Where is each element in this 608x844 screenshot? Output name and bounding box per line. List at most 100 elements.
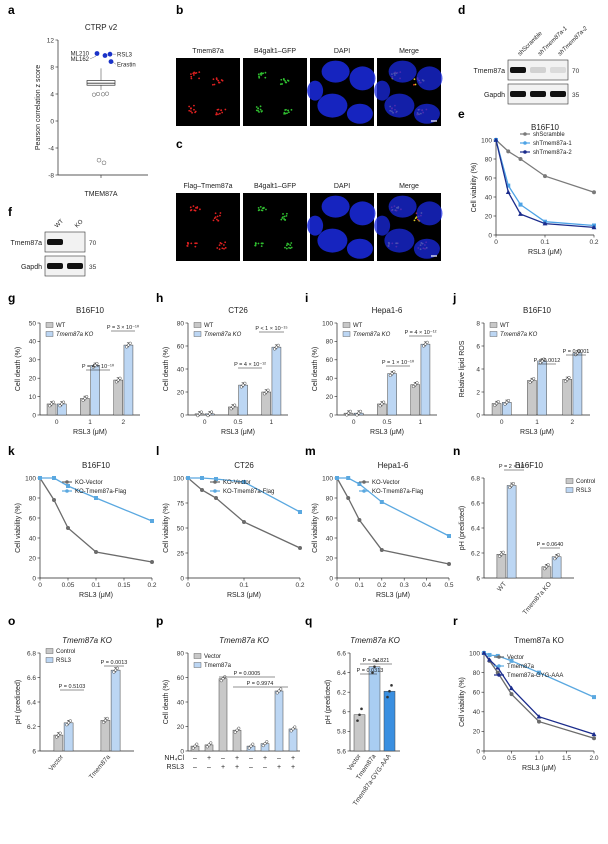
y-tick-label: 60 [485,175,493,182]
y-axis-label: Cell death (%) [312,347,319,391]
nucleus [374,215,391,236]
chart-e: 0 20 40 60 80 100 Cell viability (%) 0 0.1 0.2 RSL… [471,123,599,256]
green-puncta [260,242,263,245]
y-tick-label: 0 [476,412,480,419]
replicate-dot [191,746,195,750]
replicate-dot [498,554,502,558]
y-tick-label: 8 [50,64,54,71]
replicate-dot [390,372,394,376]
y-tick-label: 60 [177,675,185,682]
chart-a: -8 -4 0 4 8 12 Pearson correlation z score CTRP… [35,23,148,198]
x-category-label: 0.5 [382,419,391,426]
legend-swatch [565,487,574,493]
legend-marker [65,489,69,493]
panel-label-p: p [156,614,163,628]
y-tick-label: 20 [326,394,334,401]
data-point [447,534,451,538]
y-tick-label: 80 [177,650,185,657]
channel-header: DAPI [334,183,350,190]
replicate-dot [266,388,270,392]
x-tick-label: 0.2 [377,582,386,589]
y-tick-label: 80 [29,495,37,502]
protein-band [67,263,83,269]
replicate-dot [347,411,351,415]
red-puncta [186,241,189,244]
replicate-dot [198,412,202,416]
replicate-dot [388,373,392,377]
legend-label: KO-Vector [223,480,251,486]
replicate-dot [62,400,66,404]
chart-title: CTRP v2 [85,23,118,32]
legend-label: WT [204,323,214,329]
green-puncta [284,219,287,221]
replicate-dot [495,401,499,406]
replicate-dot [371,671,374,674]
red-puncta [212,219,215,222]
red-puncta [194,209,197,212]
red-puncta [194,72,197,75]
chart-q: 5.6 5.8 6 6.2 6.4 6.6 pH (predicted) Tmem87a KO… [325,636,400,807]
y-tick-label: 40 [485,194,493,201]
p-value-label: P = 0.0005 [234,671,261,677]
replicate-dot [510,483,514,488]
micrograph-panel [243,193,307,261]
red-puncta [218,81,220,84]
x-category-label: 0.5 [233,419,242,426]
replicate-dot [386,695,389,699]
y-axis-label: Cell death (%) [163,680,170,724]
blot-strip [44,231,86,253]
replicate-dot [577,349,581,353]
replicate-dot [207,743,211,747]
y-axis-label: Cell viability (%) [312,503,319,553]
y-axis-label: Cell viability (%) [459,677,466,727]
y-tick-label: 100 [322,475,333,482]
legend-swatch [193,662,202,668]
green-puncta [286,79,289,82]
bar [113,379,123,416]
legend-label: Tmem87a KO [353,332,391,338]
point-label-rsl3: RSL3 [117,52,133,58]
legend-marker [497,673,501,677]
bar [232,729,242,752]
replicate-dot [95,361,99,366]
legend-swatch [489,322,498,328]
panel-label-q: q [305,614,312,628]
replicate-dot [413,383,417,387]
protein-band [47,263,63,269]
bar [274,690,284,752]
legend-swatch [342,331,351,337]
replicate-dot [114,668,118,672]
green-puncta [288,246,290,249]
bar [271,346,282,416]
red-puncta [213,217,216,220]
replicate-dot [118,376,122,380]
legend-swatch [45,648,54,654]
replicate-dot [348,409,352,413]
chart-title: Tmem87a KO [514,636,564,645]
p-value-label: P = 0.0640 [537,542,564,548]
blot-strip [44,255,86,277]
y-tick-label: 100 [25,475,36,482]
legend-marker [213,480,217,484]
bar [537,360,547,416]
merge-puncta [412,83,415,86]
green-puncta [285,244,288,247]
chart-o: 6 6.2 6.4 6.6 6.8 pH (predicted) Vector Tmem87a… [15,636,134,781]
red-puncta [186,245,189,247]
replicate-dot [206,414,210,418]
replicate-dot [263,742,267,746]
replicate-dot [116,378,120,382]
legend-label: RSL3 [56,658,72,664]
green-puncta [280,218,283,221]
replicate-dot [65,723,69,727]
bar [288,728,298,752]
replicate-dot [373,665,376,669]
replicate-dot [276,343,280,347]
chart-k: 0 20 40 60 80 100 Cell viability (%) 0 0.05 0.1 0.… [15,461,157,599]
replicate-dot [356,719,359,722]
rsl3-sign: – [207,764,211,771]
green-puncta [290,242,293,244]
legend-label: WT [500,323,510,329]
nucleus [374,80,391,101]
row-label-rsl3: RSL3 [166,764,184,771]
